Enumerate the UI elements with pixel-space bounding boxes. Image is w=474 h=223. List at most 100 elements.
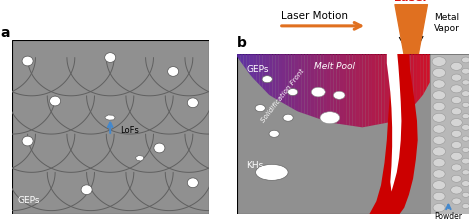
Circle shape bbox=[433, 80, 445, 88]
Circle shape bbox=[433, 203, 445, 212]
Polygon shape bbox=[427, 54, 430, 88]
Ellipse shape bbox=[320, 112, 340, 124]
Circle shape bbox=[462, 136, 469, 141]
Polygon shape bbox=[337, 54, 340, 124]
Text: LoFs: LoFs bbox=[120, 126, 139, 135]
Circle shape bbox=[462, 147, 469, 153]
Circle shape bbox=[187, 178, 198, 188]
Polygon shape bbox=[356, 54, 359, 127]
Polygon shape bbox=[304, 54, 308, 115]
Polygon shape bbox=[391, 54, 394, 121]
Text: Laser: Laser bbox=[394, 0, 428, 3]
Circle shape bbox=[288, 89, 298, 96]
Polygon shape bbox=[259, 54, 263, 88]
Circle shape bbox=[451, 108, 462, 115]
Polygon shape bbox=[353, 54, 356, 126]
Text: Metal
Vapor: Metal Vapor bbox=[434, 14, 460, 33]
Circle shape bbox=[451, 85, 462, 93]
Polygon shape bbox=[320, 54, 324, 120]
Circle shape bbox=[462, 203, 469, 209]
Polygon shape bbox=[292, 54, 295, 110]
Polygon shape bbox=[375, 54, 378, 125]
Polygon shape bbox=[401, 54, 404, 116]
Circle shape bbox=[462, 114, 469, 119]
Circle shape bbox=[451, 119, 462, 127]
Circle shape bbox=[462, 91, 470, 97]
Polygon shape bbox=[378, 54, 382, 124]
Polygon shape bbox=[410, 54, 414, 109]
Polygon shape bbox=[105, 115, 115, 120]
Polygon shape bbox=[340, 54, 343, 124]
Circle shape bbox=[333, 91, 345, 99]
Circle shape bbox=[154, 143, 165, 153]
Text: a: a bbox=[0, 26, 9, 40]
Polygon shape bbox=[324, 54, 327, 122]
Polygon shape bbox=[362, 54, 365, 127]
Circle shape bbox=[262, 76, 272, 83]
Circle shape bbox=[432, 57, 446, 66]
Polygon shape bbox=[314, 54, 317, 118]
Circle shape bbox=[462, 57, 470, 63]
Polygon shape bbox=[330, 54, 333, 123]
Circle shape bbox=[433, 91, 446, 100]
Polygon shape bbox=[301, 54, 304, 114]
Polygon shape bbox=[311, 54, 314, 117]
Polygon shape bbox=[387, 54, 401, 192]
Polygon shape bbox=[288, 54, 292, 108]
Circle shape bbox=[462, 124, 470, 130]
Polygon shape bbox=[317, 54, 320, 119]
Circle shape bbox=[269, 130, 279, 137]
Circle shape bbox=[462, 102, 469, 107]
Polygon shape bbox=[404, 54, 407, 114]
Polygon shape bbox=[365, 54, 369, 127]
Circle shape bbox=[283, 114, 293, 121]
Text: b: b bbox=[237, 36, 247, 50]
Circle shape bbox=[462, 68, 470, 74]
Circle shape bbox=[22, 136, 33, 146]
Circle shape bbox=[50, 96, 61, 106]
Circle shape bbox=[462, 181, 470, 186]
Text: Laser Motion: Laser Motion bbox=[281, 11, 348, 21]
Circle shape bbox=[462, 170, 469, 175]
Circle shape bbox=[433, 102, 445, 111]
Polygon shape bbox=[240, 54, 244, 66]
Circle shape bbox=[433, 113, 446, 122]
Polygon shape bbox=[417, 54, 420, 102]
Circle shape bbox=[255, 105, 265, 112]
Circle shape bbox=[452, 198, 461, 204]
Circle shape bbox=[451, 164, 462, 171]
Polygon shape bbox=[369, 54, 418, 214]
Polygon shape bbox=[343, 54, 346, 125]
Polygon shape bbox=[398, 54, 401, 117]
Polygon shape bbox=[385, 54, 388, 123]
Circle shape bbox=[81, 185, 92, 195]
Polygon shape bbox=[369, 54, 372, 126]
Polygon shape bbox=[282, 54, 285, 104]
Polygon shape bbox=[372, 54, 375, 126]
Circle shape bbox=[451, 152, 462, 160]
Circle shape bbox=[433, 192, 445, 201]
Circle shape bbox=[433, 125, 445, 133]
Circle shape bbox=[451, 186, 462, 194]
Circle shape bbox=[462, 158, 470, 164]
Polygon shape bbox=[394, 54, 398, 119]
Polygon shape bbox=[327, 54, 330, 123]
Circle shape bbox=[462, 192, 469, 197]
Circle shape bbox=[451, 175, 462, 182]
Text: Solidification Front: Solidification Front bbox=[260, 68, 305, 124]
Circle shape bbox=[451, 74, 462, 81]
Polygon shape bbox=[407, 54, 410, 112]
Polygon shape bbox=[295, 54, 298, 112]
Circle shape bbox=[187, 98, 198, 108]
Bar bbox=[430, 54, 469, 214]
Polygon shape bbox=[269, 54, 273, 97]
Circle shape bbox=[433, 159, 445, 167]
Circle shape bbox=[105, 53, 116, 62]
Circle shape bbox=[433, 68, 446, 77]
Polygon shape bbox=[273, 54, 275, 99]
Circle shape bbox=[451, 62, 462, 70]
Circle shape bbox=[433, 181, 446, 190]
Circle shape bbox=[433, 147, 446, 156]
Text: GEPs: GEPs bbox=[18, 196, 40, 205]
Circle shape bbox=[433, 136, 445, 145]
